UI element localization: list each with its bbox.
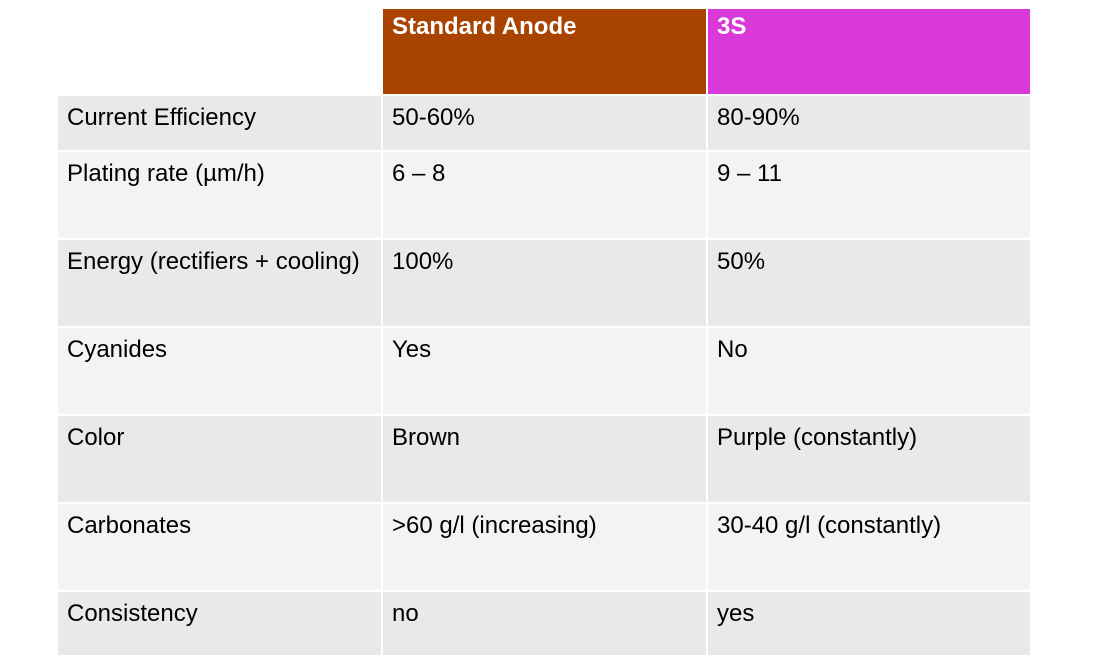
three-s-value: 30-40 g/l (constantly) (706, 502, 1032, 592)
table-row: Consistency no yes (56, 590, 1032, 657)
standard-anode-value: 100% (381, 238, 708, 328)
header-3s: 3S (706, 7, 1032, 96)
table-row: Energy (rectifiers + cooling) 100% 50% (56, 238, 1032, 328)
table-row: Current Efficiency 50-60% 80-90% (56, 94, 1032, 152)
table-row: Carbonates >60 g/l (increasing) 30-40 g/… (56, 502, 1032, 592)
standard-anode-value: Yes (381, 326, 708, 416)
table-row: Color Brown Purple (constantly) (56, 414, 1032, 504)
table-row: Plating rate (µm/h) 6 – 8 9 – 11 (56, 150, 1032, 240)
row-label: Plating rate (µm/h) (56, 150, 383, 240)
row-label: Energy (rectifiers + cooling) (56, 238, 383, 328)
standard-anode-value: 50-60% (381, 94, 708, 152)
row-label: Current Efficiency (56, 94, 383, 152)
standard-anode-value: 6 – 8 (381, 150, 708, 240)
table-row: Cyanides Yes No (56, 326, 1032, 416)
row-label: Consistency (56, 590, 383, 657)
header-empty-cell (56, 7, 383, 96)
three-s-value: yes (706, 590, 1032, 657)
comparison-table: Standard Anode 3S Current Efficiency 50-… (56, 7, 1032, 657)
row-label: Cyanides (56, 326, 383, 416)
three-s-value: 9 – 11 (706, 150, 1032, 240)
three-s-value: 80-90% (706, 94, 1032, 152)
three-s-value: 50% (706, 238, 1032, 328)
standard-anode-value: no (381, 590, 708, 657)
header-standard-anode: Standard Anode (381, 7, 708, 96)
standard-anode-value: Brown (381, 414, 708, 504)
row-label: Color (56, 414, 383, 504)
three-s-value: No (706, 326, 1032, 416)
standard-anode-value: >60 g/l (increasing) (381, 502, 708, 592)
row-label: Carbonates (56, 502, 383, 592)
header-row: Standard Anode 3S (56, 7, 1032, 96)
three-s-value: Purple (constantly) (706, 414, 1032, 504)
